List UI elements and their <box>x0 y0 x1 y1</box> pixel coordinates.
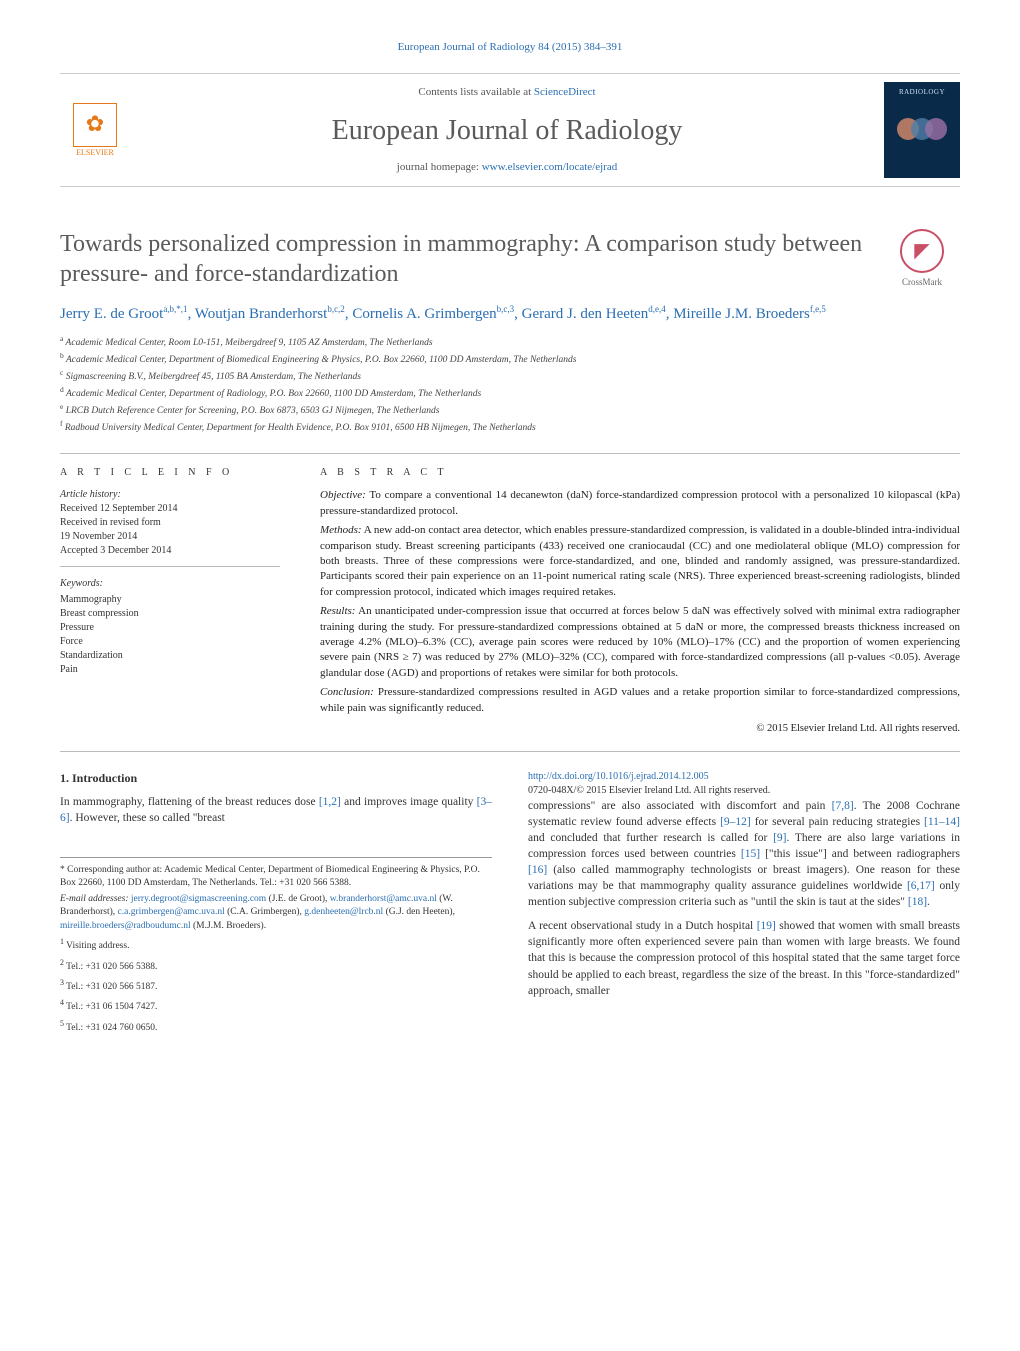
text-run: . However, these so called "breast <box>70 812 225 824</box>
sciencedirect-link[interactable]: ScienceDirect <box>534 86 596 98</box>
keyword: Mammography <box>60 593 280 607</box>
section-heading-introduction: 1. Introduction <box>60 770 492 787</box>
article-title: Towards personalized compression in mamm… <box>60 229 868 289</box>
affiliation-line: c Sigmascreening B.V., Meibergdreef 45, … <box>60 368 960 385</box>
contents-prefix: Contents lists available at <box>418 86 533 98</box>
elsevier-tree-icon: ✿ <box>73 103 117 147</box>
cover-title: RADIOLOGY <box>899 88 945 98</box>
email-link[interactable]: g.denheeten@lrcb.nl <box>304 907 383 917</box>
history-accepted: Accepted 3 December 2014 <box>60 544 280 558</box>
footnote-tel: 2 Tel.: +31 020 566 5388. <box>60 957 492 974</box>
affiliation-line: d Academic Medical Center, Department of… <box>60 385 960 402</box>
citation-link[interactable]: [9–12] <box>720 816 751 828</box>
citation-link[interactable]: [16] <box>528 864 547 876</box>
email-link[interactable]: c.a.grimbergen@amc.uva.nl <box>118 907 225 917</box>
text-run: compressions" are also associated with d… <box>528 800 832 812</box>
citation-link[interactable]: [11–14] <box>924 816 960 828</box>
history-received: Received 12 September 2014 <box>60 502 280 516</box>
crossmark-label: CrossMark <box>902 276 942 289</box>
intro-paragraph-1: In mammography, flattening of the breast… <box>60 794 492 826</box>
article-info-label: a r t i c l e i n f o <box>60 466 280 480</box>
history-revised-line2: 19 November 2014 <box>60 530 280 544</box>
body-two-column: 1. Introduction In mammography, flatteni… <box>60 770 960 1036</box>
crossmark-badge[interactable]: ◤ CrossMark <box>884 229 960 289</box>
footnotes-block: * Corresponding author at: Academic Medi… <box>60 857 492 1036</box>
conclusion-label: Conclusion: <box>320 686 374 698</box>
footnote-tel: 3 Tel.: +31 020 566 5187. <box>60 977 492 994</box>
journal-cover-thumbnail: RADIOLOGY <box>884 82 960 178</box>
orb-icon <box>925 118 947 140</box>
results-label: Results: <box>320 605 355 617</box>
text-run: for several pain reducing strategies <box>751 816 924 828</box>
abstract: a b s t r a c t Objective: To compare a … <box>320 466 960 736</box>
footnote-tel: 5 Tel.: +31 024 760 0650. <box>60 1018 492 1035</box>
citation-link[interactable]: [1,2] <box>319 796 341 808</box>
homepage-link[interactable]: www.elsevier.com/locate/ejrad <box>482 161 618 173</box>
conclusion-text: Pressure-standardized compressions resul… <box>320 686 960 713</box>
journal-name: European Journal of Radiology <box>148 111 866 150</box>
divider <box>60 751 960 752</box>
author-list: Jerry E. de Groota,b,*,1, Woutjan Brande… <box>60 303 960 326</box>
objective-text: To compare a conventional 14 decanewton … <box>320 489 960 516</box>
keyword: Pain <box>60 663 280 677</box>
keywords-heading: Keywords: <box>60 577 280 591</box>
crossmark-icon: ◤ <box>900 229 944 273</box>
homepage-line: journal homepage: www.elsevier.com/locat… <box>148 160 866 175</box>
contents-line: Contents lists available at ScienceDirec… <box>148 85 866 100</box>
email-link[interactable]: jerry.degroot@sigmascreening.com <box>131 894 266 904</box>
journal-header-band: ✿ ELSEVIER Contents lists available at S… <box>60 73 960 187</box>
corresponding-author-note: * Corresponding author at: Academic Medi… <box>60 864 492 891</box>
running-header: European Journal of Radiology 84 (2015) … <box>60 40 960 55</box>
results-text: An unanticipated under-compression issue… <box>320 605 960 679</box>
objective-label: Objective: <box>320 489 366 501</box>
journal-header-center: Contents lists available at ScienceDirec… <box>148 85 866 175</box>
methods-text: A new add-on contact area detector, whic… <box>320 524 960 598</box>
text-run: . <box>927 896 930 908</box>
affiliation-line: b Academic Medical Center, Department of… <box>60 351 960 368</box>
affiliation-line: f Radboud University Medical Center, Dep… <box>60 419 960 436</box>
text-run: and improves image quality <box>341 796 477 808</box>
homepage-prefix: journal homepage: <box>397 161 482 173</box>
text-run: and concluded that further research is c… <box>528 832 773 844</box>
keyword: Force <box>60 635 280 649</box>
methods-label: Methods: <box>320 524 362 536</box>
citation-link[interactable]: [19] <box>757 920 776 932</box>
text-run: (also called mammography technologists o… <box>528 864 960 892</box>
citation-link[interactable]: [7,8] <box>832 800 854 812</box>
issn-copyright: 0720-048X/© 2015 Elsevier Ireland Ltd. A… <box>528 785 770 796</box>
text-run: In mammography, flattening of the breast… <box>60 796 319 808</box>
abstract-copyright: © 2015 Elsevier Ireland Ltd. All rights … <box>320 722 960 737</box>
keywords-block: Keywords: MammographyBreast compressionP… <box>60 577 280 677</box>
doi-block: http://dx.doi.org/10.1016/j.ejrad.2014.1… <box>528 770 960 798</box>
text-run: A recent observational study in a Dutch … <box>528 920 757 932</box>
citation-link[interactable]: [9] <box>773 832 786 844</box>
history-revised-line1: Received in revised form <box>60 516 280 530</box>
email-link[interactable]: mireille.broeders@radboudumc.nl <box>60 921 191 931</box>
footnote-tel: 1 Visiting address. <box>60 936 492 953</box>
text-run: ["this issue"] and between radiographers <box>760 848 960 860</box>
article-history: Article history: Received 12 September 2… <box>60 488 280 567</box>
affiliation-line: a Academic Medical Center, Room L0-151, … <box>60 334 960 351</box>
keyword: Breast compression <box>60 607 280 621</box>
footnote-tel: 4 Tel.: +31 06 1504 7427. <box>60 997 492 1014</box>
doi-link[interactable]: http://dx.doi.org/10.1016/j.ejrad.2014.1… <box>528 771 709 782</box>
citation-link[interactable]: [6,17] <box>907 880 935 892</box>
divider <box>60 453 960 454</box>
keyword: Pressure <box>60 621 280 635</box>
intro-paragraph-2: compressions" are also associated with d… <box>528 798 960 911</box>
citation-link[interactable]: [18] <box>908 896 927 908</box>
elsevier-logo: ✿ ELSEVIER <box>60 91 130 169</box>
abstract-label: a b s t r a c t <box>320 466 960 480</box>
email-link[interactable]: w.branderhorst@amc.uva.nl <box>330 894 437 904</box>
intro-paragraph-3: A recent observational study in a Dutch … <box>528 918 960 998</box>
cover-orbs-icon <box>897 118 947 140</box>
article-info-sidebar: a r t i c l e i n f o Article history: R… <box>60 466 280 736</box>
keyword: Standardization <box>60 649 280 663</box>
affiliation-line: e LRCB Dutch Reference Center for Screen… <box>60 402 960 419</box>
history-heading: Article history: <box>60 488 280 502</box>
affiliations: a Academic Medical Center, Room L0-151, … <box>60 334 960 436</box>
citation-link[interactable]: [15] <box>741 848 760 860</box>
elsevier-label: ELSEVIER <box>76 147 114 158</box>
email-addresses: E-mail addresses: jerry.degroot@sigmascr… <box>60 893 492 933</box>
